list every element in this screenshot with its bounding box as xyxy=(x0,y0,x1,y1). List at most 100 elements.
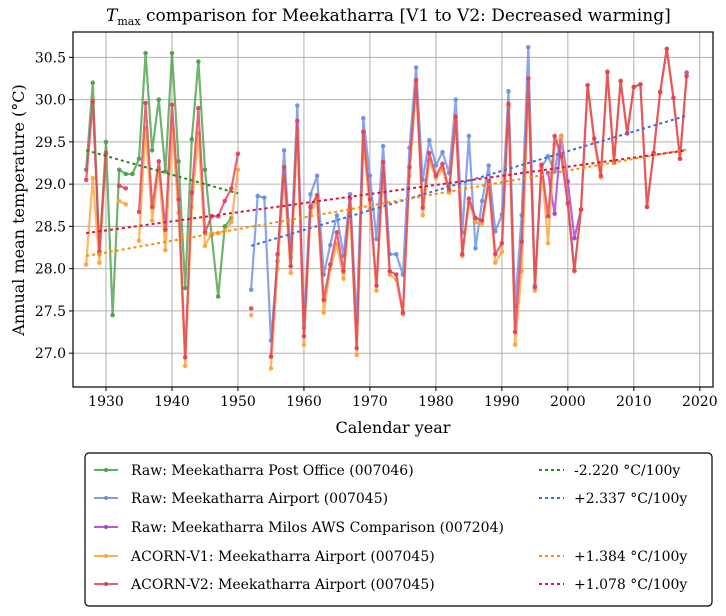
legend-marker xyxy=(104,525,108,529)
title-rest: comparison for Meekatharra [V1 to V2: De… xyxy=(141,6,671,26)
x-tick-label: 1950 xyxy=(220,394,256,410)
data-point xyxy=(248,287,254,293)
data-point xyxy=(136,209,142,215)
y-axis: 27.0 27.5 28.0 28.5 29.0 29.5 30.0 30.5 xyxy=(35,50,73,362)
data-point xyxy=(347,191,353,197)
data-point xyxy=(512,342,518,348)
grid xyxy=(73,32,713,387)
data-point xyxy=(374,288,379,293)
trend-line-2 xyxy=(250,114,687,247)
data-point xyxy=(433,173,439,178)
data-point xyxy=(532,288,538,293)
data-point xyxy=(123,202,129,207)
data-point xyxy=(684,70,689,75)
data-point xyxy=(525,44,531,50)
data-point xyxy=(420,213,425,218)
data-point xyxy=(328,242,333,248)
data-point xyxy=(301,342,307,348)
data-point xyxy=(512,329,518,335)
data-point xyxy=(638,82,643,87)
data-point xyxy=(235,151,241,157)
legend-trend-label: +1.384 °C/100y xyxy=(574,549,687,565)
x-tick-label: 2000 xyxy=(550,394,586,410)
data-point xyxy=(400,310,406,315)
x-tick-label: 1980 xyxy=(418,394,454,410)
data-point xyxy=(156,159,162,164)
legend-marker xyxy=(104,496,108,500)
data-point xyxy=(262,195,267,200)
data-point xyxy=(314,192,320,198)
data-point xyxy=(90,99,96,104)
data-point xyxy=(202,230,208,235)
data-point xyxy=(525,76,531,81)
series-line-segment xyxy=(269,47,688,357)
data-point xyxy=(591,136,597,141)
data-point xyxy=(169,102,175,107)
data-point xyxy=(677,156,683,162)
data-point xyxy=(361,129,366,135)
data-point xyxy=(308,204,313,210)
data-point xyxy=(532,284,538,290)
data-point xyxy=(380,143,386,149)
data-point xyxy=(149,148,155,153)
data-point xyxy=(248,306,254,311)
data-point xyxy=(420,205,425,211)
x-tick-label: 2010 xyxy=(616,394,652,410)
data-point xyxy=(407,164,412,170)
data-point xyxy=(413,65,419,70)
series-line-segment xyxy=(137,101,239,359)
series-lines xyxy=(83,44,689,371)
series-line-segment xyxy=(85,100,108,253)
data-point xyxy=(671,95,676,101)
data-point xyxy=(473,219,478,225)
data-point xyxy=(90,80,96,86)
data-point xyxy=(473,246,478,251)
trend-lines xyxy=(85,114,687,257)
data-point xyxy=(163,247,168,253)
data-point xyxy=(657,89,663,95)
data-point xyxy=(618,78,623,84)
data-point xyxy=(83,177,89,183)
data-point xyxy=(182,363,188,369)
y-tick-label: 29.0 xyxy=(35,177,66,193)
data-point xyxy=(295,103,300,108)
y-tick-label: 28.5 xyxy=(35,219,66,235)
data-point xyxy=(136,238,142,244)
data-point xyxy=(103,150,109,156)
data-point xyxy=(255,193,261,199)
title-subscript: max xyxy=(117,15,141,28)
data-point xyxy=(426,137,432,143)
data-point xyxy=(453,97,458,102)
y-axis-label: Annual mean temperature (°C) xyxy=(9,84,28,336)
legend-label: ACORN-V1: Meekatharra Airport (007045) xyxy=(130,549,435,565)
trend-line-1 xyxy=(85,149,239,195)
y-tick-label: 30.5 xyxy=(35,50,66,66)
data-point xyxy=(143,50,148,56)
data-point xyxy=(295,118,300,124)
data-point xyxy=(163,169,168,174)
data-point xyxy=(361,115,366,121)
x-tick-label: 1940 xyxy=(154,394,190,410)
x-tick-label: 1930 xyxy=(88,394,124,410)
data-point xyxy=(288,270,294,276)
legend-box xyxy=(84,452,713,607)
series-3 xyxy=(545,70,689,241)
data-point xyxy=(182,355,188,360)
data-point xyxy=(631,84,637,90)
data-point xyxy=(308,191,313,197)
legend-trend-label: -2.220 °C/100y xyxy=(574,463,680,479)
data-point xyxy=(235,167,241,173)
data-point xyxy=(176,197,181,202)
data-point xyxy=(229,186,234,191)
data-point xyxy=(413,77,419,83)
data-point xyxy=(281,148,287,153)
data-point xyxy=(334,213,340,218)
data-point xyxy=(598,173,604,178)
data-point xyxy=(585,82,590,88)
plot-frame xyxy=(72,31,714,388)
data-point xyxy=(268,366,274,371)
data-point xyxy=(301,333,307,339)
data-point xyxy=(136,156,142,162)
data-point xyxy=(202,243,208,249)
